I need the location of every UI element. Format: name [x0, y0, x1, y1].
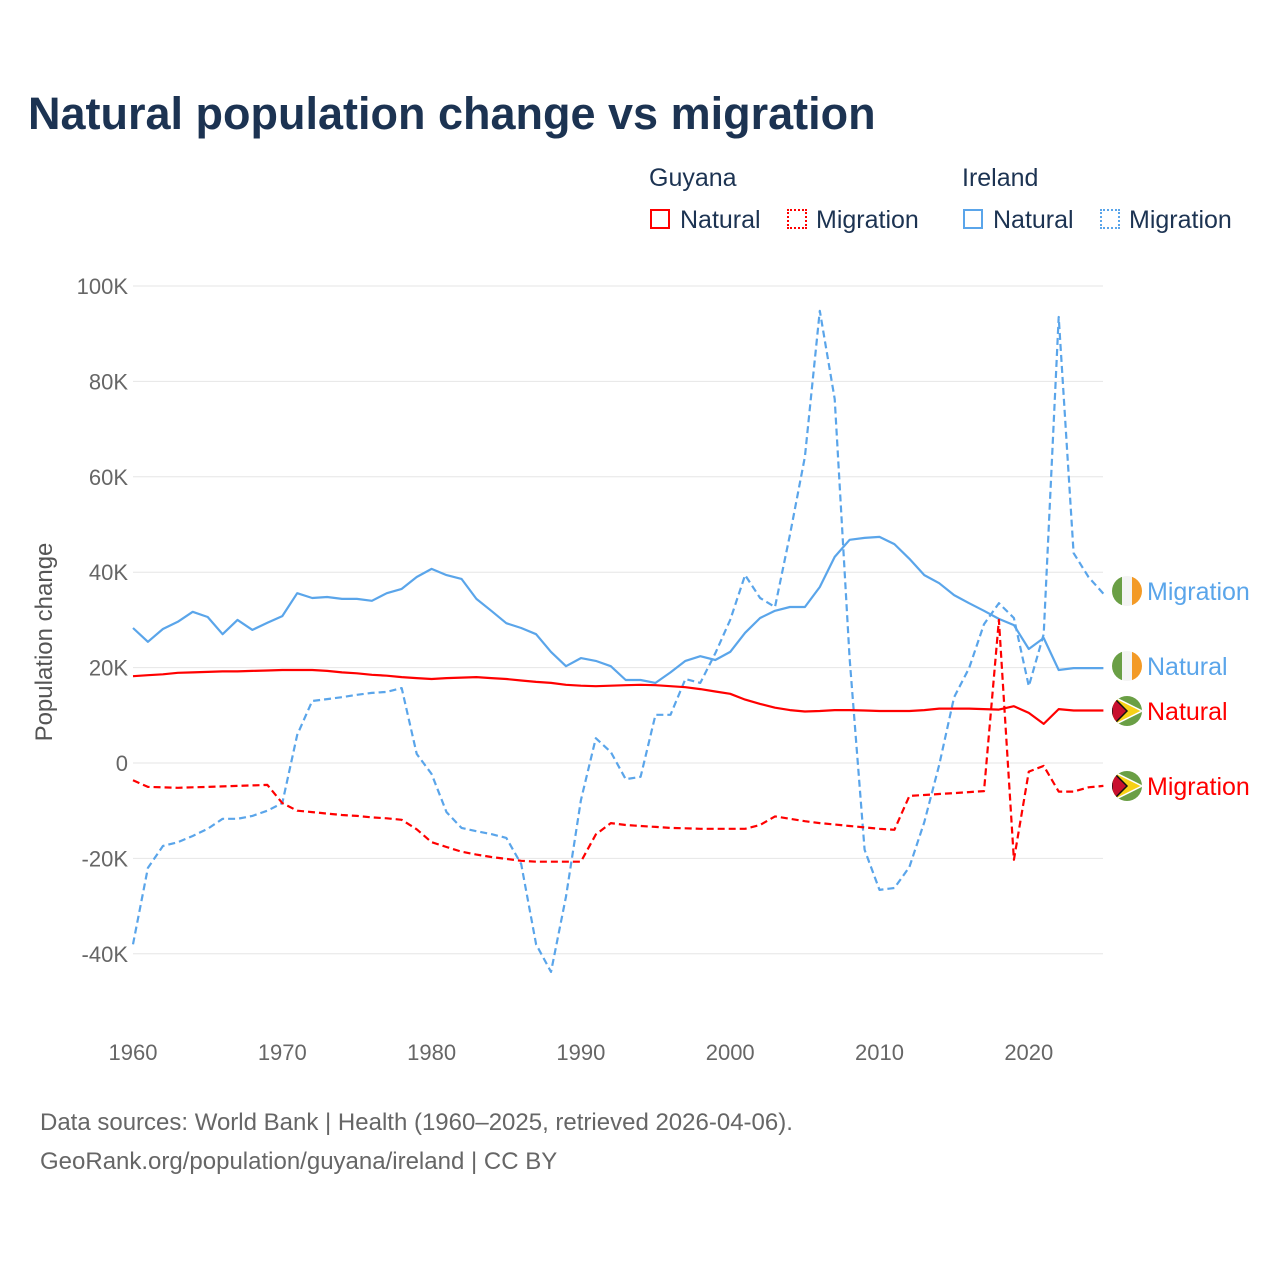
- y-tick-label: -20K: [82, 846, 129, 871]
- legend-swatch-guyana-natural: [650, 209, 670, 229]
- y-tick-label: 20K: [89, 656, 128, 681]
- chart-title: Natural population change vs migration: [28, 88, 876, 139]
- y-tick-label: 60K: [89, 465, 128, 490]
- y-tick-label: 80K: [89, 369, 128, 394]
- legend-guyana-migration[interactable]: Migration: [816, 206, 919, 234]
- end-label-ireland-migration: Migration: [1147, 578, 1250, 606]
- legend-swatch-ireland-migration: [1100, 209, 1120, 229]
- guyana-flag-icon: [1112, 771, 1142, 801]
- legend-swatch-guyana-migration: [787, 209, 807, 229]
- footer-sources: Data sources: World Bank | Health (1960–…: [40, 1109, 793, 1136]
- end-label-guyana-natural: Natural: [1147, 698, 1228, 726]
- x-tick-label: 2020: [1004, 1040, 1053, 1065]
- x-tick-label: 1980: [407, 1040, 456, 1065]
- guyana-flag-icon: [1112, 696, 1142, 726]
- footer-credit[interactable]: GeoRank.org/population/guyana/ireland | …: [40, 1148, 558, 1175]
- series-line-guyana-natural: [132, 668, 1104, 726]
- ireland-flag-icon: [1112, 651, 1142, 681]
- legend-group-ireland: Ireland: [962, 164, 1039, 192]
- y-tick-label: 0: [116, 751, 128, 776]
- x-tick-label: 1970: [258, 1040, 307, 1065]
- ireland-flag-icon: [1112, 576, 1142, 606]
- y-tick-label: 40K: [89, 560, 128, 585]
- series-line-ireland-natural: [132, 535, 1104, 685]
- x-tick-label: 1990: [556, 1040, 605, 1065]
- legend-guyana-natural[interactable]: Natural: [680, 206, 761, 234]
- end-label-ireland-natural: Natural: [1147, 653, 1228, 681]
- legend-group-guyana: Guyana: [649, 164, 737, 192]
- legend-ireland-migration[interactable]: Migration: [1129, 206, 1232, 234]
- end-label-guyana-migration: Migration: [1147, 773, 1250, 801]
- x-tick-label: 2000: [706, 1040, 755, 1065]
- series-line-guyana-migration: [132, 618, 1104, 863]
- series-line-ireland-migration: [131, 309, 1105, 974]
- legend-swatch-ireland-natural: [963, 209, 983, 229]
- x-tick-label: 1960: [109, 1040, 158, 1065]
- y-axis-label: Population change: [31, 543, 58, 742]
- legend-ireland-natural[interactable]: Natural: [993, 206, 1074, 234]
- y-tick-label: -40K: [82, 942, 129, 967]
- y-tick-label: 100K: [77, 274, 129, 299]
- x-tick-label: 2010: [855, 1040, 904, 1065]
